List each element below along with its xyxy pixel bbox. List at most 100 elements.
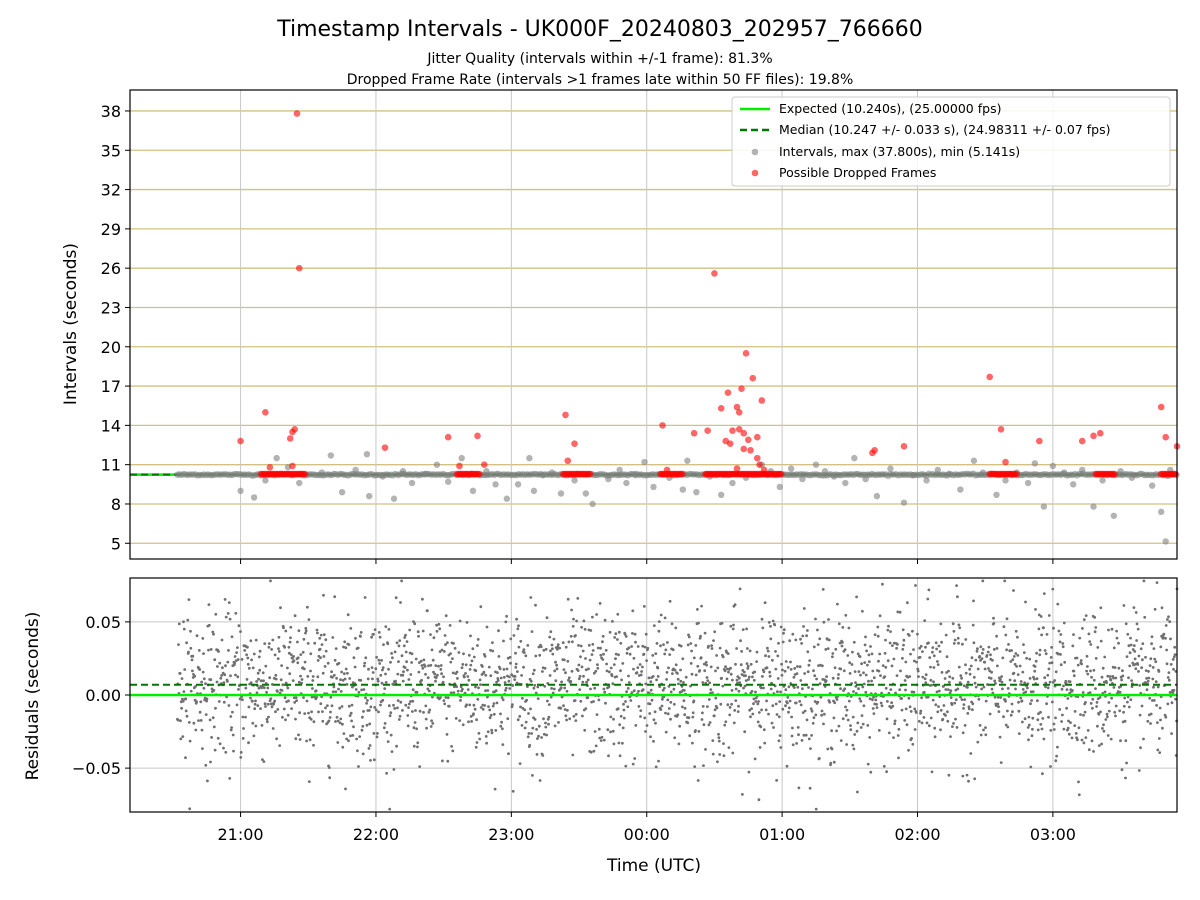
residual-point <box>861 722 865 726</box>
residual-point <box>791 743 795 747</box>
residual-point <box>303 712 307 715</box>
residual-point <box>386 740 390 743</box>
residual-point <box>927 641 930 645</box>
residual-point <box>298 711 302 715</box>
residual-point <box>470 659 474 663</box>
residual-point <box>897 756 900 760</box>
residual-point <box>604 648 608 652</box>
residual-point <box>321 671 325 675</box>
residual-point <box>609 715 613 719</box>
residual-point <box>949 689 953 693</box>
residual-point <box>932 654 936 658</box>
residual-point <box>672 702 676 706</box>
residual-point <box>516 670 519 673</box>
residual-point <box>437 622 441 626</box>
residual-point <box>289 625 293 629</box>
residual-point <box>500 720 503 724</box>
residual-point <box>1125 655 1129 658</box>
residual-point <box>1163 713 1167 717</box>
interval-point <box>923 477 930 484</box>
residual-point <box>500 696 504 699</box>
residual-point <box>380 681 384 685</box>
dropped-frame-point <box>444 433 452 441</box>
residual-point <box>932 666 936 669</box>
residual-point <box>404 703 408 707</box>
residual-point <box>324 638 328 642</box>
residual-point <box>1171 691 1175 694</box>
residual-point <box>839 687 842 691</box>
residual-point <box>833 701 837 705</box>
legend-expected-label: Expected (10.240s), (25.00000 fps) <box>779 101 1001 116</box>
residual-point <box>976 667 980 671</box>
residual-point <box>228 617 232 621</box>
residual-point <box>928 656 932 659</box>
x-tick-label: 21:00 <box>218 825 264 844</box>
residual-point <box>1150 642 1153 646</box>
residual-point <box>841 641 844 644</box>
residual-point <box>714 696 718 700</box>
interval-point <box>571 477 578 484</box>
residual-point <box>293 614 297 618</box>
residual-point <box>633 757 637 760</box>
residual-point <box>652 624 656 627</box>
residual-point <box>607 754 610 758</box>
residual-point <box>582 674 585 678</box>
residual-point <box>517 624 520 628</box>
residual-point <box>664 730 668 734</box>
residual-point <box>1118 690 1122 694</box>
bottom-panel-x-ticks: 21:00 22:00 23:00 00:00 01:00 02:00 03:00 <box>218 812 1076 844</box>
residual-point <box>1005 648 1008 652</box>
residual-point <box>551 647 554 651</box>
residual-point <box>1079 659 1083 662</box>
residual-point <box>761 675 764 678</box>
residual-point <box>892 657 896 661</box>
residual-point <box>779 625 783 629</box>
residual-point <box>613 636 617 639</box>
residual-point <box>364 696 367 700</box>
residual-point <box>883 651 887 655</box>
residual-point <box>984 733 988 737</box>
x-tick-label: 01:00 <box>759 825 805 844</box>
residual-point <box>864 635 867 639</box>
residual-point <box>845 708 849 712</box>
residual-point <box>669 700 673 704</box>
residual-point <box>1124 739 1128 743</box>
residual-point <box>984 699 988 703</box>
residual-point <box>234 611 238 615</box>
residual-point <box>403 636 407 639</box>
residual-point <box>309 717 313 721</box>
residual-point <box>865 649 868 653</box>
residual-point <box>1087 748 1091 752</box>
residual-point <box>257 686 261 690</box>
residual-point <box>1040 633 1043 637</box>
residual-point <box>181 735 185 738</box>
residual-point <box>478 737 482 741</box>
residual-point <box>802 607 806 610</box>
residual-point <box>688 734 692 738</box>
residual-point <box>633 632 637 636</box>
residual-point <box>797 786 801 790</box>
residual-point <box>862 671 865 675</box>
residual-point <box>299 674 302 678</box>
residual-point <box>784 660 788 663</box>
residual-point <box>320 643 324 646</box>
residual-point <box>204 682 207 686</box>
residual-point <box>597 727 601 731</box>
residual-point <box>527 712 530 715</box>
residual-point <box>1104 718 1108 721</box>
residual-point <box>1088 691 1092 694</box>
residual-point <box>756 702 760 706</box>
residual-point <box>581 680 585 684</box>
residual-point <box>1071 689 1074 692</box>
residual-point <box>524 720 528 724</box>
residual-point <box>389 660 392 664</box>
residual-point <box>852 690 855 693</box>
residual-point <box>1156 748 1160 752</box>
residual-point <box>896 643 899 646</box>
residual-point <box>846 718 850 722</box>
residual-point <box>981 579 985 583</box>
residual-point <box>1006 725 1010 729</box>
residual-point <box>760 708 763 712</box>
residual-point <box>1018 664 1022 668</box>
residual-point <box>315 695 318 699</box>
